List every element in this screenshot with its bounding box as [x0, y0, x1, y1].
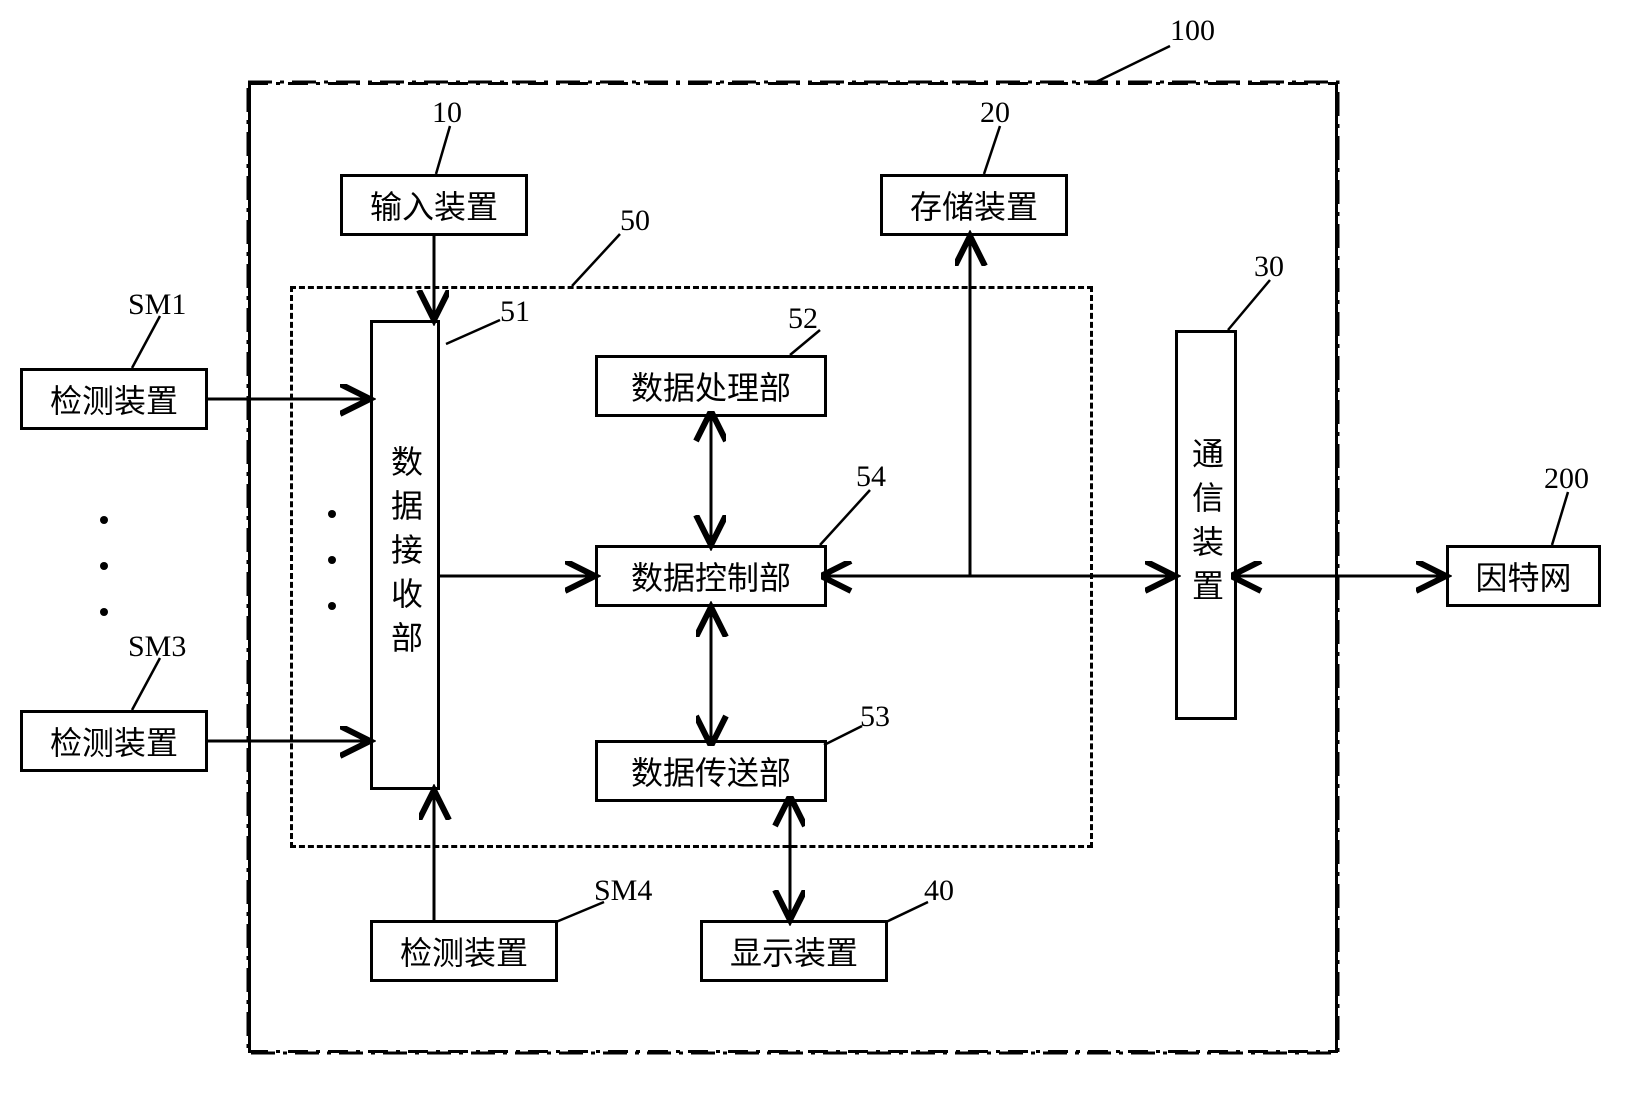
diagram-canvas: 输入装置 存储装置 通信装置 显示装置 数据接收部 数据处理部 数据控制部 数据…	[0, 0, 1643, 1109]
ellipsis-dot	[328, 602, 336, 610]
node-input: 输入装置	[340, 174, 528, 236]
ref-label-40: 40	[924, 874, 954, 908]
ref-label-20: 20	[980, 96, 1010, 130]
node-sm3: 检测装置	[20, 710, 208, 772]
node-internet-label: 因特网	[1475, 553, 1571, 599]
ref-label-30: 30	[1254, 250, 1284, 284]
node-comm-label: 通信装置	[1183, 437, 1229, 613]
node-trans: 数据传送部	[595, 740, 827, 802]
ref-label-100: 100	[1170, 14, 1215, 48]
ref-label-54: 54	[856, 460, 886, 494]
node-proc-label: 数据处理部	[631, 363, 791, 409]
node-storage-label: 存储装置	[910, 182, 1038, 228]
node-sm4-label: 检测装置	[400, 928, 528, 974]
node-storage: 存储装置	[880, 174, 1068, 236]
ref-label-51: 51	[500, 295, 530, 329]
ref-label-53: 53	[860, 700, 890, 734]
node-display-label: 显示装置	[730, 928, 858, 974]
node-display: 显示装置	[700, 920, 888, 982]
ref-label-sm3: SM3	[128, 630, 186, 664]
node-internet: 因特网	[1446, 545, 1601, 607]
ellipsis-dot	[328, 556, 336, 564]
ref-label-10: 10	[432, 96, 462, 130]
ref-label-sm1: SM1	[128, 288, 186, 322]
ref-label-50: 50	[620, 204, 650, 238]
node-recv-label: 数据接收部	[382, 445, 428, 665]
node-input-label: 输入装置	[370, 182, 498, 228]
ellipsis-dot	[100, 608, 108, 616]
node-ctrl-label: 数据控制部	[631, 553, 791, 599]
ref-label-sm4: SM4	[594, 874, 652, 908]
node-trans-label: 数据传送部	[631, 748, 791, 794]
ref-label-200: 200	[1544, 462, 1589, 496]
node-sm4: 检测装置	[370, 920, 558, 982]
ellipsis-dot	[328, 510, 336, 518]
node-sm1-label: 检测装置	[50, 376, 178, 422]
node-ctrl: 数据控制部	[595, 545, 827, 607]
ref-label-52: 52	[788, 302, 818, 336]
node-sm3-label: 检测装置	[50, 718, 178, 764]
node-sm1: 检测装置	[20, 368, 208, 430]
node-comm: 通信装置	[1175, 330, 1237, 720]
node-recv: 数据接收部	[370, 320, 440, 790]
node-proc: 数据处理部	[595, 355, 827, 417]
ellipsis-dot	[100, 562, 108, 570]
ellipsis-dot	[100, 516, 108, 524]
